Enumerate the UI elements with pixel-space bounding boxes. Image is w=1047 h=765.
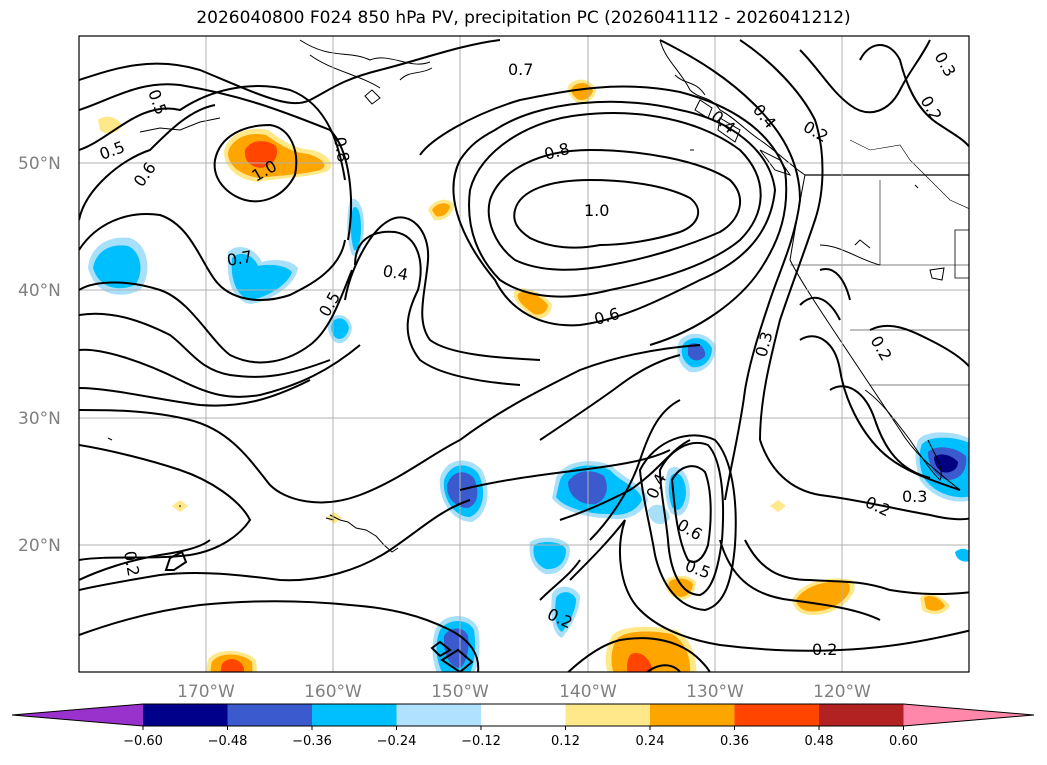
colorbar-tick-label: 0.24 <box>636 734 665 749</box>
lat-label: 50°N <box>18 154 61 174</box>
precip-pos-area <box>244 141 278 168</box>
colorbar-tick-label: 0.60 <box>889 734 918 749</box>
coastlines <box>107 39 969 553</box>
precip-neg-area <box>331 318 349 339</box>
pv-contours <box>79 39 969 672</box>
colorbar-tick-label: −0.36 <box>292 734 332 749</box>
precip-pos-area <box>796 581 850 612</box>
precip-neg-area <box>934 454 958 473</box>
colorbar-tick-label: −0.48 <box>208 734 248 749</box>
colorbar-box <box>481 704 566 726</box>
colorbar-box <box>227 704 313 726</box>
colorbar-extension-max <box>903 704 1034 726</box>
precip-neg-area <box>350 206 361 251</box>
precip-pos-area <box>627 652 652 672</box>
colorbar-tick-label: −0.60 <box>123 734 163 749</box>
colorbar-tick-label: −0.12 <box>461 734 501 749</box>
lon-label: 140°W <box>559 682 617 702</box>
contour-label: 0.8 <box>330 135 353 163</box>
latitude-labels: 50°N 40°N 30°N 20°N <box>18 154 61 556</box>
precip-neg-area <box>688 343 706 361</box>
lat-label: 30°N <box>18 409 61 429</box>
colorbar-box <box>650 704 735 726</box>
lon-label: 150°W <box>431 682 489 702</box>
map-title: 2026040800 F024 850 hPa PV, precipitatio… <box>196 8 851 28</box>
precipitation-shading <box>88 79 969 672</box>
precip-pos-area <box>924 595 945 611</box>
precip-neg-area <box>93 245 141 289</box>
colorbar-tick-label: −0.24 <box>377 734 417 749</box>
colorbar-tick-label: 0.48 <box>805 734 834 749</box>
precip-neg-area <box>533 542 566 570</box>
precip-pos-area <box>220 659 244 672</box>
colorbar-box <box>312 704 397 726</box>
gridlines <box>79 36 969 672</box>
contour-label: 0.4 <box>381 261 409 284</box>
precip-neg-area <box>568 471 607 505</box>
contour-label: 1.0 <box>584 201 609 220</box>
precip-pos-area <box>668 578 693 597</box>
lat-label: 40°N <box>18 281 61 301</box>
longitude-labels: 170°W 160°W 150°W 140°W 130°W 120°W <box>177 682 871 702</box>
colorbar-box <box>396 704 482 726</box>
colorbar-box <box>819 704 904 726</box>
precip-neg-area <box>231 253 292 300</box>
contour-label: 0.7 <box>508 60 533 79</box>
contour-label: 0.3 <box>902 487 927 506</box>
colorbar-box <box>565 704 651 726</box>
precip-pos-area <box>517 291 548 315</box>
colorbar-extension-min <box>12 704 143 726</box>
colorbar-box <box>734 704 820 726</box>
colorbar-box <box>143 704 228 726</box>
lon-label: 170°W <box>177 682 235 702</box>
contour-label: 0.2 <box>812 640 837 659</box>
lat-label: 20°N <box>18 536 61 556</box>
precip-neg-area <box>955 548 969 562</box>
precip-pos-area <box>770 500 786 512</box>
colorbar-tick-label: 0.12 <box>551 734 580 749</box>
colorbar-tick-label: 0.36 <box>720 734 749 749</box>
lon-label: 130°W <box>686 682 744 702</box>
contour-label: 0.2 <box>120 549 143 577</box>
lon-label: 160°W <box>304 682 362 702</box>
lon-label: 120°W <box>813 682 871 702</box>
colorbar: −0.60 −0.48 −0.36 −0.24 −0.12 0.12 0.24 0.36 0.4… <box>11 703 1035 749</box>
contour-label: 0.7 <box>225 247 253 270</box>
map-border <box>78 35 970 673</box>
precip-pos-area <box>432 203 450 217</box>
precip-neg-area <box>555 592 576 632</box>
